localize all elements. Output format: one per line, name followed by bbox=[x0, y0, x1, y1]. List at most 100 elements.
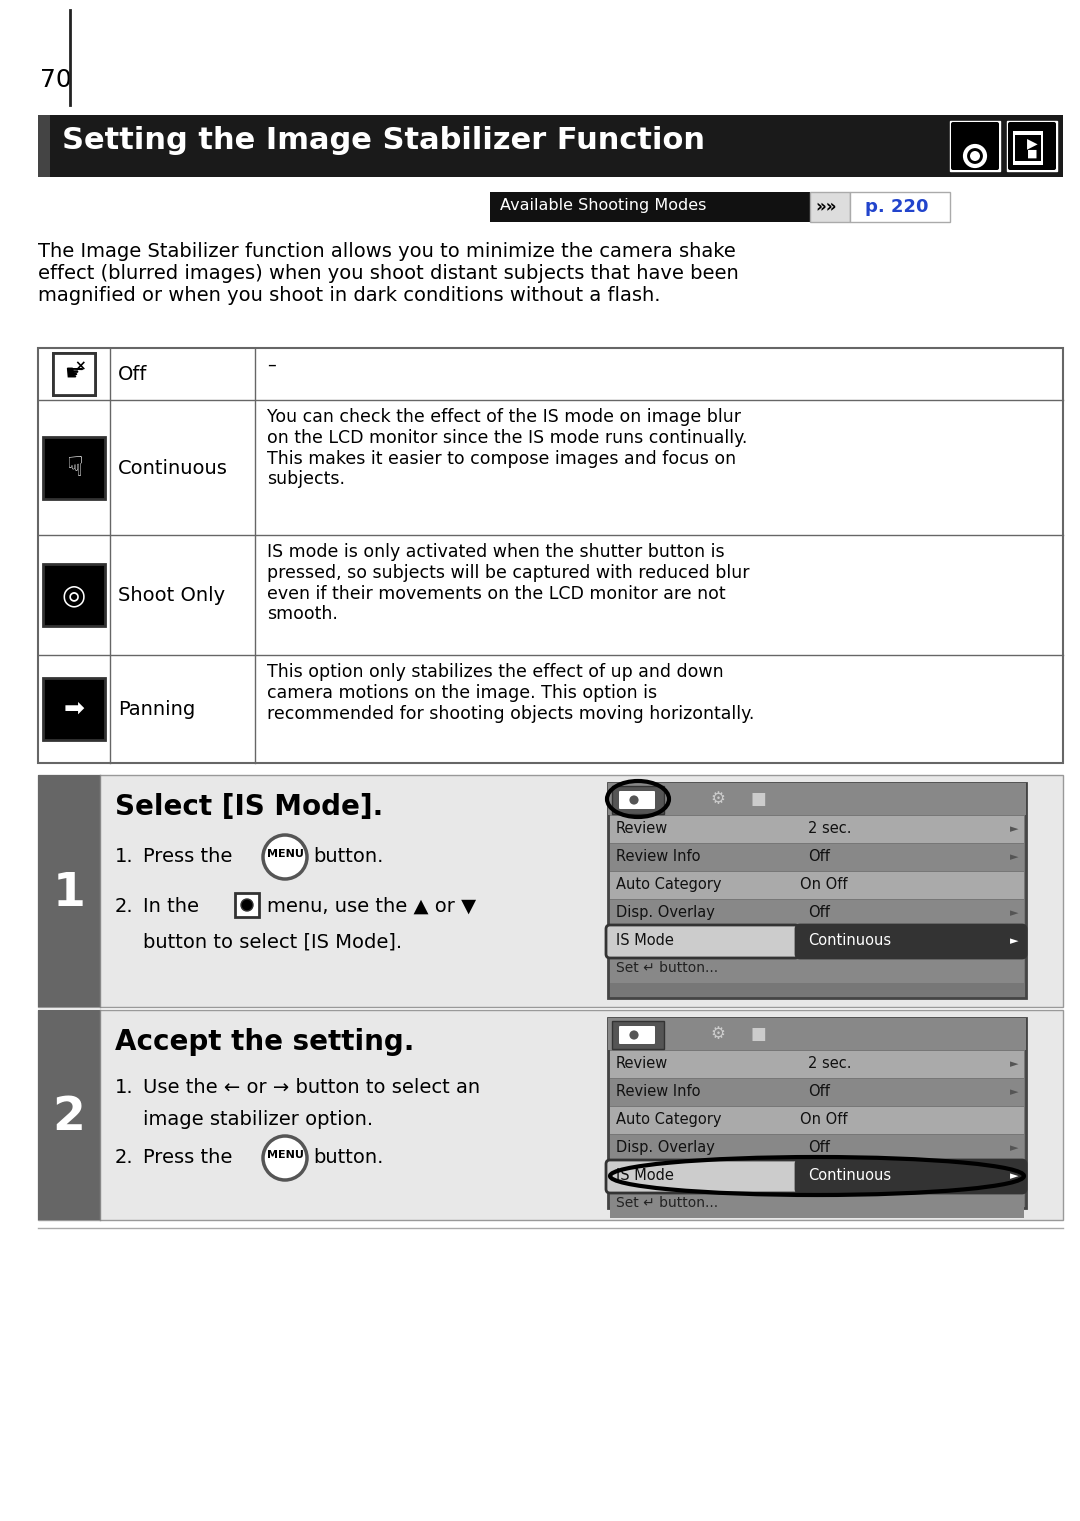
Text: image stabilizer option.: image stabilizer option. bbox=[143, 1110, 373, 1129]
FancyBboxPatch shape bbox=[1008, 122, 1056, 170]
Text: ►: ► bbox=[1010, 1171, 1018, 1180]
Bar bbox=[610, 844, 1024, 872]
Text: Continuous: Continuous bbox=[118, 458, 228, 478]
Bar bbox=[610, 815, 1024, 843]
Bar bbox=[610, 1135, 1024, 1162]
Text: The Image Stabilizer function allows you to minimize the camera shake
effect (bl: The Image Stabilizer function allows you… bbox=[38, 242, 739, 306]
Bar bbox=[1013, 131, 1043, 164]
Bar bbox=[610, 1078, 1024, 1106]
Bar bbox=[950, 122, 1000, 170]
Text: Accept the setting.: Accept the setting. bbox=[114, 1028, 415, 1056]
Bar bbox=[53, 353, 95, 395]
Text: ➡: ➡ bbox=[64, 697, 84, 721]
Bar bbox=[610, 928, 1024, 955]
Text: This option only stabilizes the effect of up and down
camera motions on the imag: This option only stabilizes the effect o… bbox=[267, 663, 754, 722]
Text: Review Info: Review Info bbox=[616, 1084, 701, 1100]
Text: IS mode is only activated when the shutter button is
pressed, so subjects will b: IS mode is only activated when the shutt… bbox=[267, 543, 750, 624]
Bar bbox=[38, 776, 100, 1007]
Text: ◎: ◎ bbox=[62, 581, 86, 608]
Bar bbox=[1007, 122, 1057, 170]
Text: Off: Off bbox=[808, 1084, 829, 1100]
Text: Off: Off bbox=[808, 905, 829, 920]
FancyBboxPatch shape bbox=[951, 122, 999, 170]
Text: Off: Off bbox=[808, 1141, 829, 1154]
Bar bbox=[610, 1107, 1024, 1135]
Text: 1.: 1. bbox=[114, 847, 134, 865]
Text: ▶: ▶ bbox=[1027, 135, 1037, 151]
Bar bbox=[490, 192, 810, 222]
Text: On Off: On Off bbox=[800, 878, 848, 891]
Text: Set ↵ button...: Set ↵ button... bbox=[616, 1196, 718, 1211]
Text: »»: »» bbox=[815, 198, 837, 216]
Bar bbox=[608, 1018, 1026, 1208]
Text: ■: ■ bbox=[1027, 149, 1037, 160]
Bar bbox=[610, 1164, 1024, 1189]
Text: MENU: MENU bbox=[267, 849, 303, 859]
Bar bbox=[610, 1191, 1024, 1218]
Circle shape bbox=[627, 1030, 640, 1040]
Text: ►: ► bbox=[1010, 824, 1018, 834]
Circle shape bbox=[241, 899, 253, 911]
Bar bbox=[38, 1010, 100, 1220]
Bar bbox=[38, 116, 1063, 176]
Bar bbox=[38, 348, 1063, 764]
Text: ►: ► bbox=[1010, 1088, 1018, 1097]
Circle shape bbox=[627, 794, 640, 806]
Bar bbox=[38, 776, 1063, 1007]
Text: 1: 1 bbox=[53, 872, 85, 916]
Text: Press the: Press the bbox=[143, 1148, 232, 1167]
Text: ⚙: ⚙ bbox=[711, 1025, 726, 1043]
Bar bbox=[610, 900, 1024, 926]
Text: ►: ► bbox=[1010, 1059, 1018, 1069]
Text: ■: ■ bbox=[751, 789, 766, 808]
Bar bbox=[612, 1021, 664, 1049]
Circle shape bbox=[966, 146, 985, 166]
Bar bbox=[612, 786, 664, 814]
Text: IS Mode: IS Mode bbox=[616, 1168, 674, 1183]
Text: Shoot Only: Shoot Only bbox=[118, 586, 225, 605]
Text: ►: ► bbox=[1010, 908, 1018, 919]
Bar bbox=[43, 678, 105, 741]
Bar bbox=[608, 783, 1026, 998]
Text: 2 sec.: 2 sec. bbox=[808, 821, 851, 837]
Text: 2: 2 bbox=[53, 1095, 85, 1141]
Text: 1.: 1. bbox=[114, 1078, 134, 1097]
Text: button.: button. bbox=[313, 1148, 383, 1167]
Circle shape bbox=[264, 1136, 307, 1180]
Text: p. 220: p. 220 bbox=[865, 198, 929, 216]
FancyBboxPatch shape bbox=[606, 1161, 799, 1192]
Text: Off: Off bbox=[808, 849, 829, 864]
Text: Review Info: Review Info bbox=[616, 849, 701, 864]
Bar bbox=[38, 116, 50, 176]
FancyBboxPatch shape bbox=[796, 925, 1026, 958]
Bar bbox=[610, 872, 1024, 899]
Text: Continuous: Continuous bbox=[808, 1168, 891, 1183]
Text: Setting the Image Stabilizer Function: Setting the Image Stabilizer Function bbox=[62, 126, 705, 155]
Bar bbox=[608, 783, 1026, 815]
Bar bbox=[608, 1018, 1026, 1049]
Text: Panning: Panning bbox=[118, 700, 195, 719]
Text: Auto Category: Auto Category bbox=[616, 1112, 721, 1127]
Bar bbox=[235, 893, 259, 917]
Bar bbox=[38, 1010, 1063, 1220]
Text: menu, use the ▲ or ▼: menu, use the ▲ or ▼ bbox=[267, 897, 476, 916]
Text: ⚙: ⚙ bbox=[711, 789, 726, 808]
Text: Set ↵ button...: Set ↵ button... bbox=[616, 961, 718, 975]
Text: You can check the effect of the IS mode on image blur
on the LCD monitor since t: You can check the effect of the IS mode … bbox=[267, 408, 747, 488]
Bar bbox=[810, 192, 850, 222]
Bar bbox=[43, 437, 105, 499]
Text: 2.: 2. bbox=[114, 1148, 134, 1167]
Bar bbox=[850, 192, 950, 222]
Circle shape bbox=[970, 151, 980, 161]
FancyBboxPatch shape bbox=[796, 1161, 1026, 1192]
Text: Available Shooting Modes: Available Shooting Modes bbox=[500, 198, 706, 213]
Text: ×: × bbox=[75, 359, 85, 373]
Text: ☟: ☟ bbox=[66, 453, 82, 482]
Bar bbox=[53, 353, 95, 395]
Text: –: – bbox=[267, 356, 275, 374]
Text: ■: ■ bbox=[751, 1025, 766, 1043]
Text: Disp. Overlay: Disp. Overlay bbox=[616, 905, 715, 920]
Bar bbox=[610, 957, 1024, 983]
Bar bbox=[1015, 135, 1041, 161]
FancyBboxPatch shape bbox=[619, 791, 654, 809]
